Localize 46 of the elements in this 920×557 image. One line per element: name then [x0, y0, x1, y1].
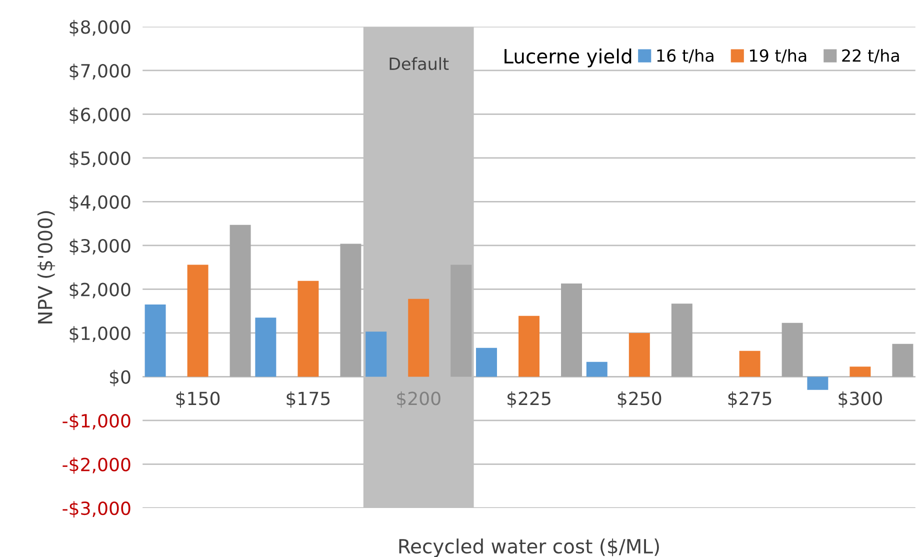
bar — [187, 264, 208, 377]
y-tick-label: $0 — [110, 370, 130, 386]
x-tick-label: $175 — [286, 391, 330, 408]
x-tick-label: $250 — [618, 391, 662, 408]
y-tick-label: $7,000 — [70, 64, 130, 80]
bar — [586, 362, 608, 377]
band-label: Default — [390, 57, 449, 70]
bar — [850, 366, 871, 377]
bar — [671, 304, 692, 377]
y-tick-label: $2,000 — [70, 282, 130, 299]
x-tick-label: $200 — [397, 391, 440, 408]
bar — [807, 376, 828, 390]
x-axis-title: Recycled water cost ($/ML) — [399, 538, 659, 557]
bar — [340, 244, 362, 377]
y-tick-label: $6,000 — [70, 107, 130, 124]
x-tick-label: $225 — [508, 391, 550, 408]
bar — [298, 280, 319, 377]
x-tick-label: $150 — [176, 391, 220, 408]
y-tick-label: $8,000 — [70, 20, 130, 36]
bar — [739, 350, 760, 377]
bar — [782, 322, 803, 377]
bar — [628, 332, 650, 377]
legend-label: 16 t/ha — [657, 48, 714, 64]
legend-label: 22 t/ha — [842, 48, 899, 64]
bar — [518, 316, 540, 377]
bar — [561, 284, 582, 377]
bar — [255, 318, 276, 377]
bar — [408, 298, 430, 377]
bar — [476, 348, 497, 377]
y-tick-label: $4,000 — [70, 194, 130, 212]
y-tick-label: -$1,000 — [62, 414, 130, 430]
legend-label: 19 t/ha — [750, 48, 806, 64]
bar — [144, 304, 166, 377]
y-tick-label: $1,000 — [70, 326, 130, 342]
legend-title: Lucerne yield — [504, 48, 632, 68]
bar — [366, 332, 387, 377]
x-tick-label: $300 — [838, 391, 882, 408]
y-tick-label: $5,000 — [70, 151, 130, 168]
y-axis-title: NPV ($'000) — [37, 211, 56, 324]
bar — [450, 264, 472, 377]
y-tick-label: -$3,000 — [62, 501, 130, 518]
x-tick-label: $275 — [728, 391, 772, 408]
y-tick-label: -$2,000 — [62, 457, 130, 474]
bar — [230, 224, 251, 377]
y-tick-label: $3,000 — [70, 238, 130, 255]
bar — [892, 344, 914, 377]
